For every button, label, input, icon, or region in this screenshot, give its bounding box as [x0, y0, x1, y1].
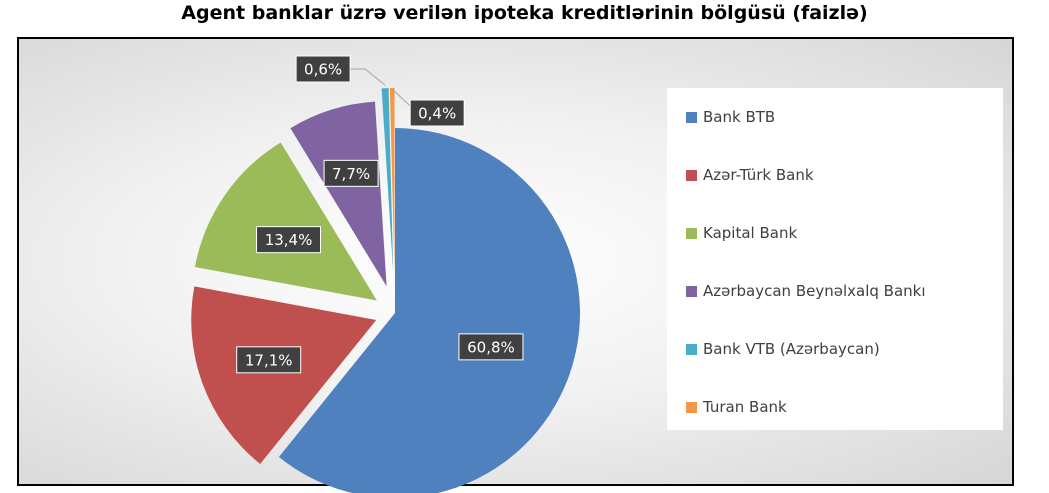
legend: Bank BTB Azər-Türk Bank Kapital Bank Azərba…: [667, 88, 1003, 430]
data-label-4: 7,7%: [332, 165, 370, 183]
data-label-5: 0,6%: [304, 61, 342, 79]
data-label-box-3: [256, 226, 322, 254]
legend-label: Turan Bank: [703, 398, 787, 416]
chart-title: Agent banklar üzrə verilən ipoteka kredi…: [181, 2, 868, 24]
pie-slice-3: [194, 142, 377, 301]
data-label-box-6: [409, 99, 465, 127]
legend-swatch: [686, 227, 697, 239]
legend-label: Azərbaycan Beynəlxalq Bankı: [703, 282, 926, 300]
legend-label: Bank VTB (Azərbaycan): [703, 340, 880, 358]
legend-item-4: Azərbaycan Beynəlxalq Bankı: [686, 282, 926, 300]
data-label-box-2: [236, 346, 302, 374]
leader-line-5: [350, 68, 386, 86]
pie-slice-5: [381, 88, 394, 274]
data-label-3: 13,4%: [265, 231, 313, 249]
legend-swatch: [686, 401, 697, 413]
data-label-box-1: [458, 333, 524, 361]
legend-swatch: [686, 169, 697, 181]
legend-swatch: [686, 285, 697, 297]
legend-item-6: Turan Bank: [686, 398, 787, 416]
data-label-6: 0,4%: [418, 105, 456, 123]
pie-slice-4: [290, 101, 387, 287]
legend-label: Bank BTB: [703, 108, 776, 126]
legend-swatch: [686, 343, 697, 355]
data-label-2: 17,1%: [245, 351, 293, 369]
legend-item-2: Azər-Türk Bank: [686, 166, 814, 184]
legend-label: Azər-Türk Bank: [703, 166, 814, 184]
legend-label: Kapital Bank: [703, 224, 798, 242]
leader-line-6: [392, 89, 412, 108]
pie-slice-6: [389, 88, 395, 274]
data-label-box-4: [323, 159, 379, 187]
data-label-1: 60,8%: [467, 338, 515, 356]
legend-swatch: [686, 111, 697, 123]
pie-slice-2: [191, 286, 377, 464]
legend-item-5: Bank VTB (Azərbaycan): [686, 340, 880, 358]
data-label-box-5: [295, 55, 351, 83]
legend-item-1: Bank BTB: [686, 108, 775, 126]
legend-item-3: Kapital Bank: [686, 224, 797, 242]
pie-slice-1: [278, 128, 580, 493]
